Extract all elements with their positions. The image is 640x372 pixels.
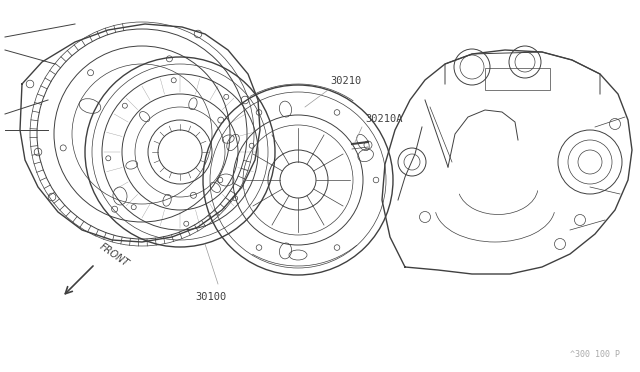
Text: 30210: 30210 (330, 76, 361, 86)
Text: 30100: 30100 (195, 292, 227, 302)
Bar (485, 68, 550, 90)
Text: ^300 100 P: ^300 100 P (570, 350, 620, 359)
Text: 30210A: 30210A (365, 114, 403, 124)
Text: FRONT: FRONT (98, 242, 131, 269)
